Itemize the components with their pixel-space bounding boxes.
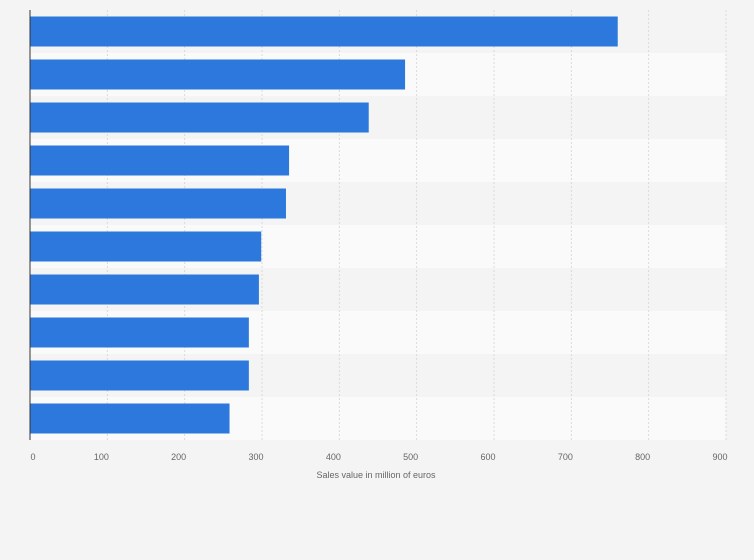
bar [30, 145, 290, 176]
bar [30, 403, 230, 434]
bars [30, 16, 618, 434]
bar [30, 360, 249, 391]
bar [30, 102, 369, 133]
bar [30, 59, 406, 90]
x-tick-label: 700 [558, 452, 573, 462]
bar [30, 188, 286, 219]
x-tick-label: 600 [480, 452, 495, 462]
bar [30, 317, 249, 348]
x-tick-labels: 0 100 200 300 400 500 600 700 800 900 [30, 452, 727, 462]
x-tick-label: 100 [94, 452, 109, 462]
x-tick-label: 300 [248, 452, 263, 462]
x-tick-label: 500 [403, 452, 418, 462]
x-tick-label: 0 [30, 452, 35, 462]
x-tick-label: 900 [712, 452, 727, 462]
bar [30, 16, 618, 47]
x-tick-label: 200 [171, 452, 186, 462]
bar [30, 231, 262, 262]
x-axis-title: Sales value in million of euros [316, 470, 436, 480]
bar [30, 274, 259, 305]
x-tick-label: 400 [326, 452, 341, 462]
x-tick-label: 800 [635, 452, 650, 462]
